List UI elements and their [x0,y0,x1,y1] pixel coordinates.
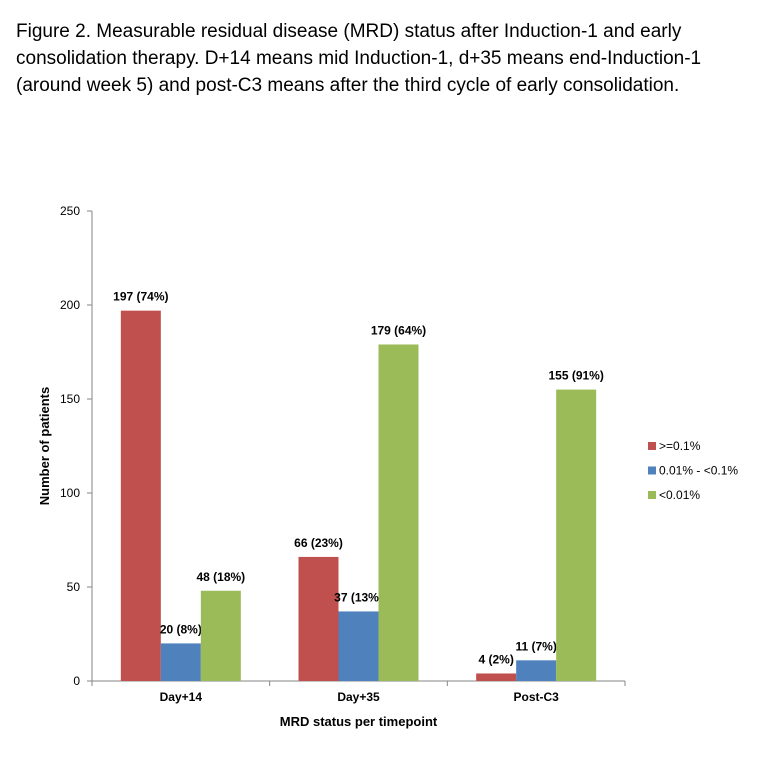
bar-2 [378,344,419,681]
legend-label: >=0.1% [659,439,701,453]
x-axis-title: MRD status per timepoint [280,714,438,729]
y-tick-label: 50 [67,580,81,594]
y-tick-label: 200 [60,298,80,312]
bar-2 [200,590,241,681]
data-label: 4 (2%) [478,652,513,666]
figure-caption: Figure 2. Measurable residual disease (M… [16,21,702,96]
data-label: 37 (13%) [334,590,383,604]
data-label: 179 (64%) [371,323,426,337]
x-tick-label: Post-C3 [513,690,559,704]
data-label: 48 (18%) [196,570,245,584]
bar-1 [160,643,201,681]
legend-label: <0.01% [659,488,700,502]
x-tick-label: Day+35 [337,690,380,704]
y-axis-title: Number of patients [37,387,52,505]
data-label: 197 (74%) [113,290,168,304]
bar-1 [516,660,557,681]
bar-1 [338,611,379,681]
y-tick-label: 150 [60,392,80,406]
data-label: 66 (23%) [294,536,343,550]
x-tick-label: Day+14 [160,690,203,704]
legend-swatch [648,466,656,475]
y-tick-label: 250 [60,204,80,218]
legend-swatch [648,491,656,499]
bar-0 [476,673,517,681]
data-label: 155 (91%) [548,369,603,383]
y-tick-label: 100 [60,486,80,500]
bar-2 [556,389,597,681]
legend-swatch [648,442,656,450]
bar-0 [298,556,339,681]
legend-label: 0.01% - <0.1% [659,464,738,478]
data-label: 20 (8%) [160,622,202,636]
y-tick-label: 0 [73,674,80,688]
bar-0 [120,310,161,681]
data-label: 11 (7%) [515,639,556,653]
